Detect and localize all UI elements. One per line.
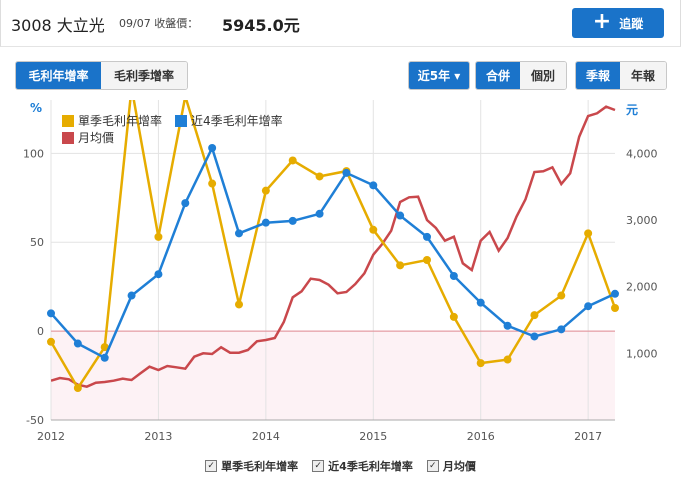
series-point-0 [557,291,566,300]
x-tick-label: 2017 [574,430,602,443]
series-point-0 [396,261,405,270]
close-date-label: 09/07 收盤價： [119,17,199,30]
left-tick-label: 50 [30,236,44,249]
checkbox-icon: ✓ [205,460,218,472]
toggle-monthly-label: 月均價 [442,460,476,473]
track-button[interactable]: + 追蹤 [572,8,664,38]
toggle-four-q[interactable]: ✓ 近4季毛利年增率 [312,458,413,474]
series-point-0 [47,337,55,346]
x-tick-label: 2013 [144,430,172,443]
left-tick-label: 0 [37,325,44,338]
series-point-0 [530,311,539,320]
legend-monthly: 月均價 [78,131,114,145]
legend-swatch-four-q [175,115,187,127]
tab-gross-yoy[interactable]: 毛利年增率 [16,62,101,89]
legend-swatch-monthly [62,132,74,144]
left-tick-label: 100 [23,147,44,160]
toggle-four-q-label: 近4季毛利年增率 [328,460,413,473]
legend-swatch-single-q [62,115,74,127]
series-point-0 [208,179,217,188]
series-point-1 [154,270,163,279]
negative-zone [51,331,615,420]
stock-code-name: 3008 大立光 [11,16,105,35]
x-tick-label: 2012 [37,430,65,443]
right-tick-label: 1,000 [626,347,658,360]
series-point-1 [503,321,512,330]
series-line-2 [51,105,616,389]
series-point-1 [396,211,405,220]
series-point-1 [181,199,190,208]
toggle-monthly[interactable]: ✓ 月均價 [426,458,476,474]
right-axis-unit: 元 [626,103,638,117]
series-point-0 [235,300,243,309]
series-point-1 [611,289,619,298]
tab-gross-qoq[interactable]: 毛利季增率 [101,62,187,89]
series-point-1 [476,298,485,307]
series-point-1 [530,332,539,341]
left-axis-unit: % [30,101,42,115]
series-point-1 [423,232,431,241]
series-point-0 [73,384,82,392]
series-point-0 [449,312,458,321]
series-point-0 [423,256,431,264]
series-point-1 [288,216,297,225]
series-point-1 [315,209,324,218]
toggle-single-q[interactable]: ✓ 單季毛利年增率 [205,458,298,474]
right-tick-label: 4,000 [626,147,658,160]
series-point-0 [584,229,593,238]
metric-tab-group: 毛利年增率 毛利季增率 [15,61,188,90]
tab-consolidated[interactable]: 合併 [476,62,520,89]
stock-header: 3008 大立光 09/07 收盤價： 5945.0元 + 追蹤 [0,0,681,47]
series-point-1 [369,181,378,190]
right-tick-label: 3,000 [626,214,658,227]
series-point-1 [557,325,566,334]
chart-legend: 單季毛利年增率 近4季毛利年增率 月均價 [62,113,283,145]
series-point-0 [100,343,109,352]
x-tick-label: 2016 [467,430,495,443]
right-tick-label: 2,000 [626,281,658,294]
series-point-0 [315,172,324,181]
series-point-1 [261,218,270,227]
tab-annual[interactable]: 年報 [620,62,666,89]
series-point-1 [342,168,351,177]
period-dropdown[interactable]: 近5年 ▾ [408,61,470,90]
series-point-1 [584,302,593,311]
series-point-1 [208,144,217,152]
period-label: 近5年 ▾ [409,62,469,89]
track-label: 追蹤 [619,16,644,31]
series-point-0 [288,156,297,165]
series-point-0 [611,304,619,312]
scope-tab-group: 合併 個別 [475,61,567,90]
series-point-1 [100,353,109,362]
series-point-1 [235,229,243,238]
series-point-0 [503,355,512,364]
tab-individual[interactable]: 個別 [520,62,566,89]
series-point-1 [449,272,458,280]
left-tick-label: -50 [26,414,44,427]
tab-quarterly[interactable]: 季報 [576,62,620,89]
series-line-0 [51,100,617,391]
legend-four-q: 近4季毛利年增率 [191,113,283,128]
close-price: 5945.0元 [222,16,300,35]
series-point-1 [73,339,82,348]
plus-icon: + [592,9,612,34]
x-tick-label: 2014 [252,430,280,443]
series-point-1 [47,309,55,318]
series-toggle-bar: ✓ 單季毛利年增率 ✓ 近4季毛利年增率 ✓ 月均價 [0,458,681,474]
legend-single-q: 單季毛利年增率 [78,113,162,128]
checkbox-icon: ✓ [426,460,439,472]
series-point-1 [127,291,136,300]
series-point-0 [261,186,270,195]
series-line-1 [51,144,616,360]
series-point-0 [476,359,485,368]
series-point-0 [369,225,378,234]
toggle-single-q-label: 單季毛利年增率 [221,460,299,473]
freq-tab-group: 季報 年報 [575,61,667,90]
series-point-0 [154,232,163,241]
checkbox-icon: ✓ [312,460,325,472]
x-tick-label: 2015 [359,430,387,443]
